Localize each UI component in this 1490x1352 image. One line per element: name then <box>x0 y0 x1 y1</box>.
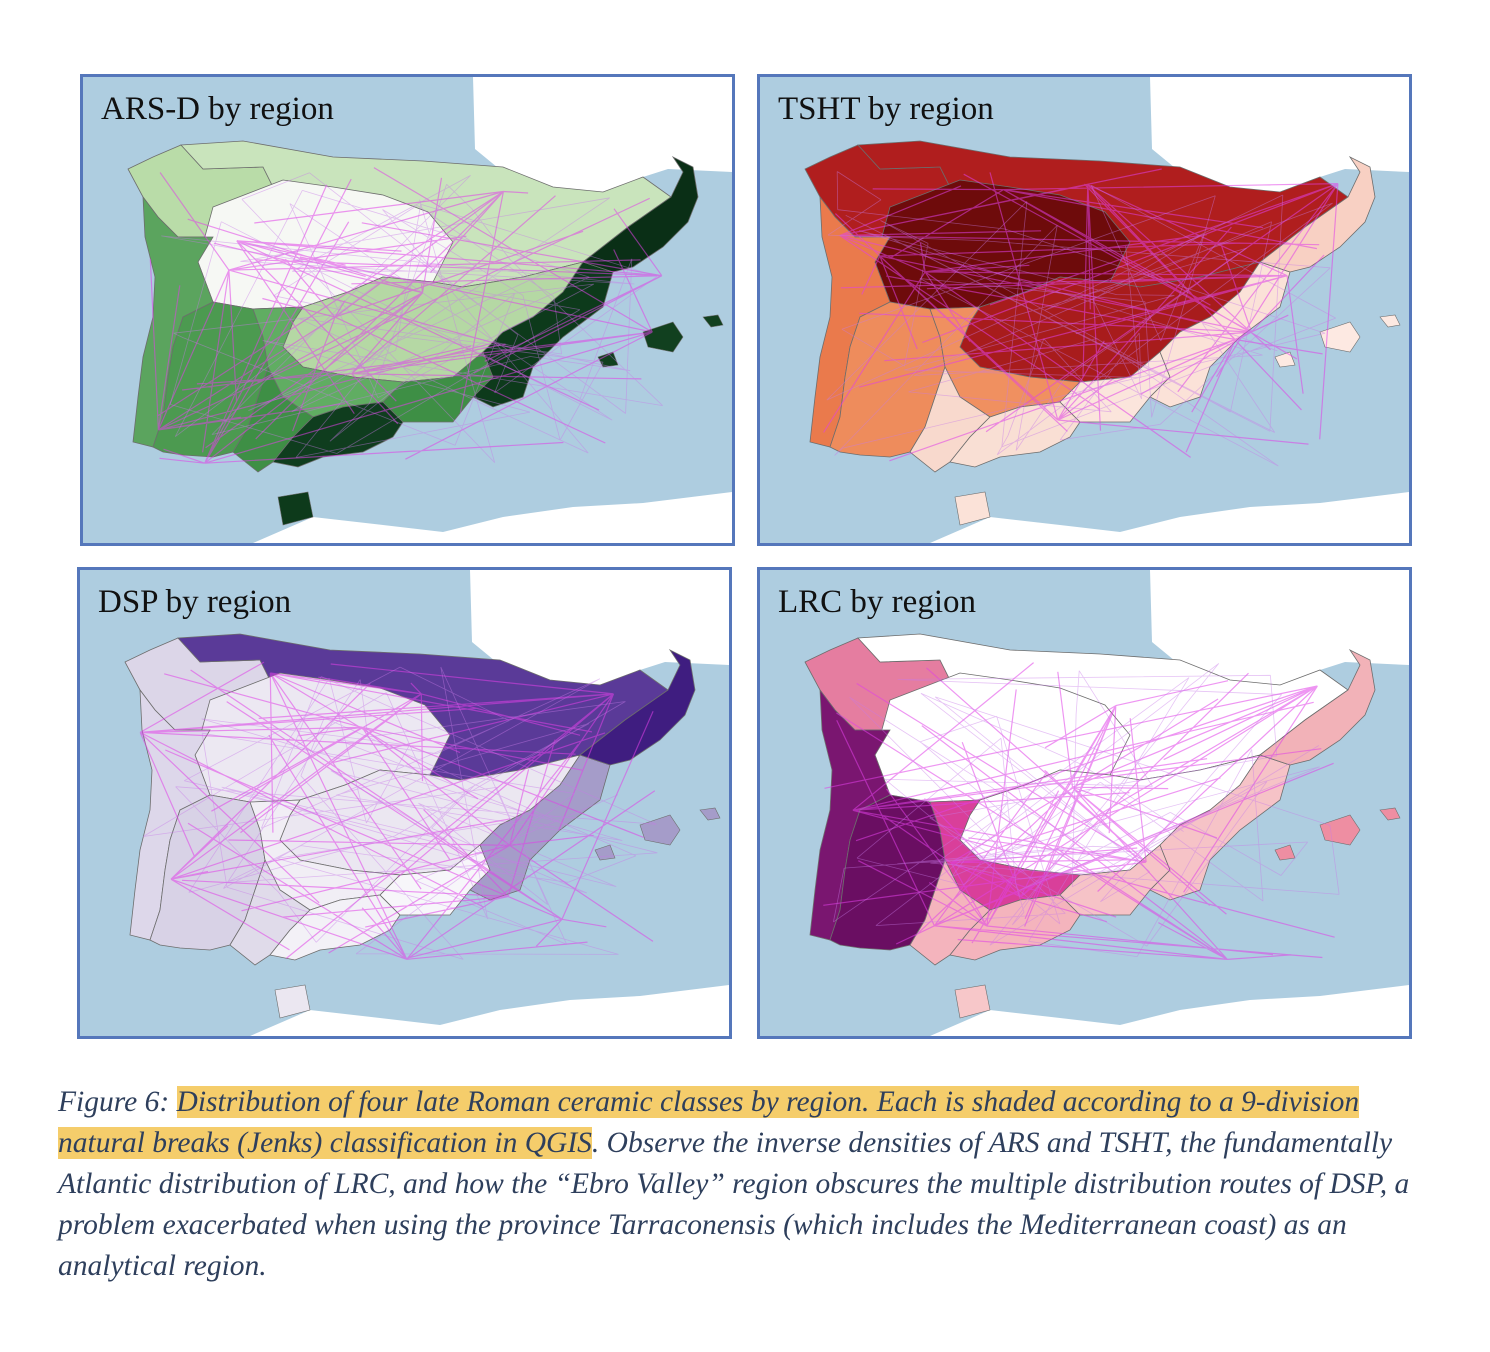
region-balearic-island <box>1379 314 1401 328</box>
region-balearic-island <box>702 314 724 328</box>
region-balearic-island <box>1379 807 1401 821</box>
minor-road-lines <box>833 663 1340 957</box>
iberia-map-lrc <box>804 570 1409 1036</box>
france-landmass <box>470 570 729 685</box>
panel-title-tsht: TSHT by region <box>778 91 994 127</box>
panel-title-dsp: DSP by region <box>98 584 292 620</box>
region-balearic-island <box>699 807 721 821</box>
panel-title-lrc: LRC by region <box>778 584 976 620</box>
road-network <box>823 662 1340 960</box>
region-balearic-island <box>1319 814 1361 846</box>
road-lines <box>823 168 1339 462</box>
iberia-map-ars-d <box>127 77 732 543</box>
africa-landmass <box>930 492 1409 543</box>
france-landmass <box>1150 570 1409 685</box>
map-panel-ars-d: ARS-D by region <box>80 74 735 546</box>
map-panel-dsp: DSP by region <box>77 567 732 1039</box>
region-tingitana <box>954 984 991 1019</box>
road-network <box>823 168 1339 467</box>
map-panel-lrc: LRC by region <box>757 567 1412 1039</box>
road-lines <box>149 167 663 464</box>
minor-road-lines <box>161 172 663 463</box>
france-landmass <box>1150 77 1409 192</box>
africa-landmass <box>250 985 729 1036</box>
region-tingitana <box>954 491 991 526</box>
panel-title-ars-d: ARS-D by region <box>101 91 334 127</box>
france-landmass <box>473 77 732 192</box>
region-tingitana <box>277 491 314 526</box>
region-catalonia <box>579 648 696 766</box>
region-tingitana <box>274 984 311 1019</box>
caption-label: Figure 6: <box>58 1086 177 1118</box>
caption-body-text: . Observe the inverse densities of ARS a… <box>58 1127 1410 1282</box>
region-balearic-island <box>594 844 616 861</box>
region-balearic-island <box>639 814 681 846</box>
region-betica_w <box>232 365 314 473</box>
region-balearic-island <box>1319 321 1361 353</box>
iberia-map-dsp <box>124 570 729 1036</box>
iberia-map-tsht <box>804 77 1409 543</box>
africa-landmass <box>253 492 732 543</box>
region-balearic-island <box>1274 844 1296 861</box>
region-betica_w <box>909 365 991 473</box>
minor-road-lines <box>826 171 1336 467</box>
road-lines <box>823 662 1335 960</box>
road-network <box>149 167 663 464</box>
region-levante <box>1149 754 1291 901</box>
region-balearic-island <box>642 321 684 353</box>
region-balearic-island <box>597 351 619 368</box>
minor-road-lines <box>142 666 658 960</box>
region-catalonia <box>582 155 699 273</box>
region-levante <box>472 261 614 408</box>
road-lines <box>139 661 656 960</box>
road-network <box>139 661 658 960</box>
map-panel-tsht: TSHT by region <box>757 74 1412 546</box>
figure-caption: Figure 6: Distribution of four late Roma… <box>58 1082 1430 1287</box>
africa-landmass <box>930 985 1409 1036</box>
region-catalonia <box>1259 648 1376 766</box>
region-balearic-island <box>1274 351 1296 368</box>
